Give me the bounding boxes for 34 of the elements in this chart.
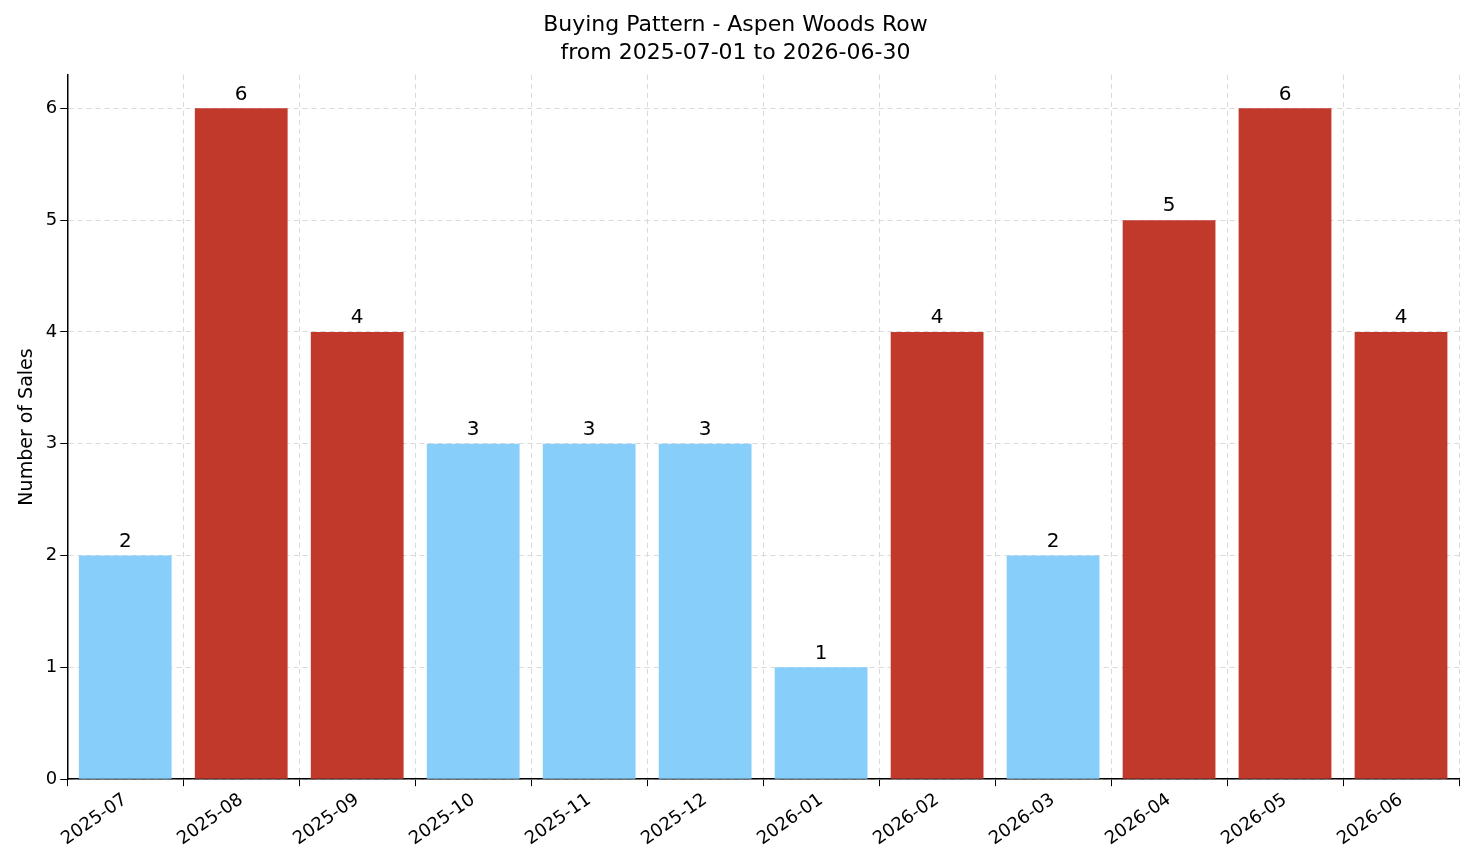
data-label: 4	[350, 304, 364, 329]
data-label: 4	[1394, 304, 1408, 329]
y-tick-label: 5	[45, 207, 58, 229]
y-tick-label: 0	[45, 766, 58, 788]
bar	[542, 443, 636, 779]
data-label: 4	[930, 304, 944, 329]
y-axis-title: Number of Sales	[14, 348, 37, 506]
data-label: 2	[1046, 527, 1060, 552]
y-tick-label: 6	[45, 96, 58, 118]
data-label: 5	[1162, 192, 1176, 217]
y-tick-label: 2	[45, 543, 58, 565]
y-tick-label: 4	[45, 319, 58, 341]
bar	[890, 331, 984, 779]
bar	[426, 443, 520, 779]
bar	[658, 443, 752, 779]
bar	[1354, 331, 1448, 779]
bar	[194, 108, 288, 779]
data-label: 6	[234, 80, 248, 105]
data-label: 3	[466, 415, 480, 440]
chart-title: Buying Pattern - Aspen Woods Row	[543, 10, 928, 36]
bar	[310, 331, 404, 779]
data-label: 6	[1278, 80, 1292, 105]
y-tick-label: 1	[45, 655, 58, 677]
data-label: 3	[582, 415, 596, 440]
bar	[78, 555, 172, 779]
chart-subtitle: from 2025-07-01 to 2026-06-30	[560, 39, 911, 65]
y-tick-label: 3	[45, 431, 58, 453]
bar	[1238, 108, 1332, 779]
data-label: 3	[698, 415, 712, 440]
bar	[1122, 220, 1216, 779]
bar	[774, 667, 868, 779]
bar	[1006, 555, 1100, 779]
data-label: 1	[814, 639, 828, 664]
data-label: 2	[118, 527, 132, 552]
